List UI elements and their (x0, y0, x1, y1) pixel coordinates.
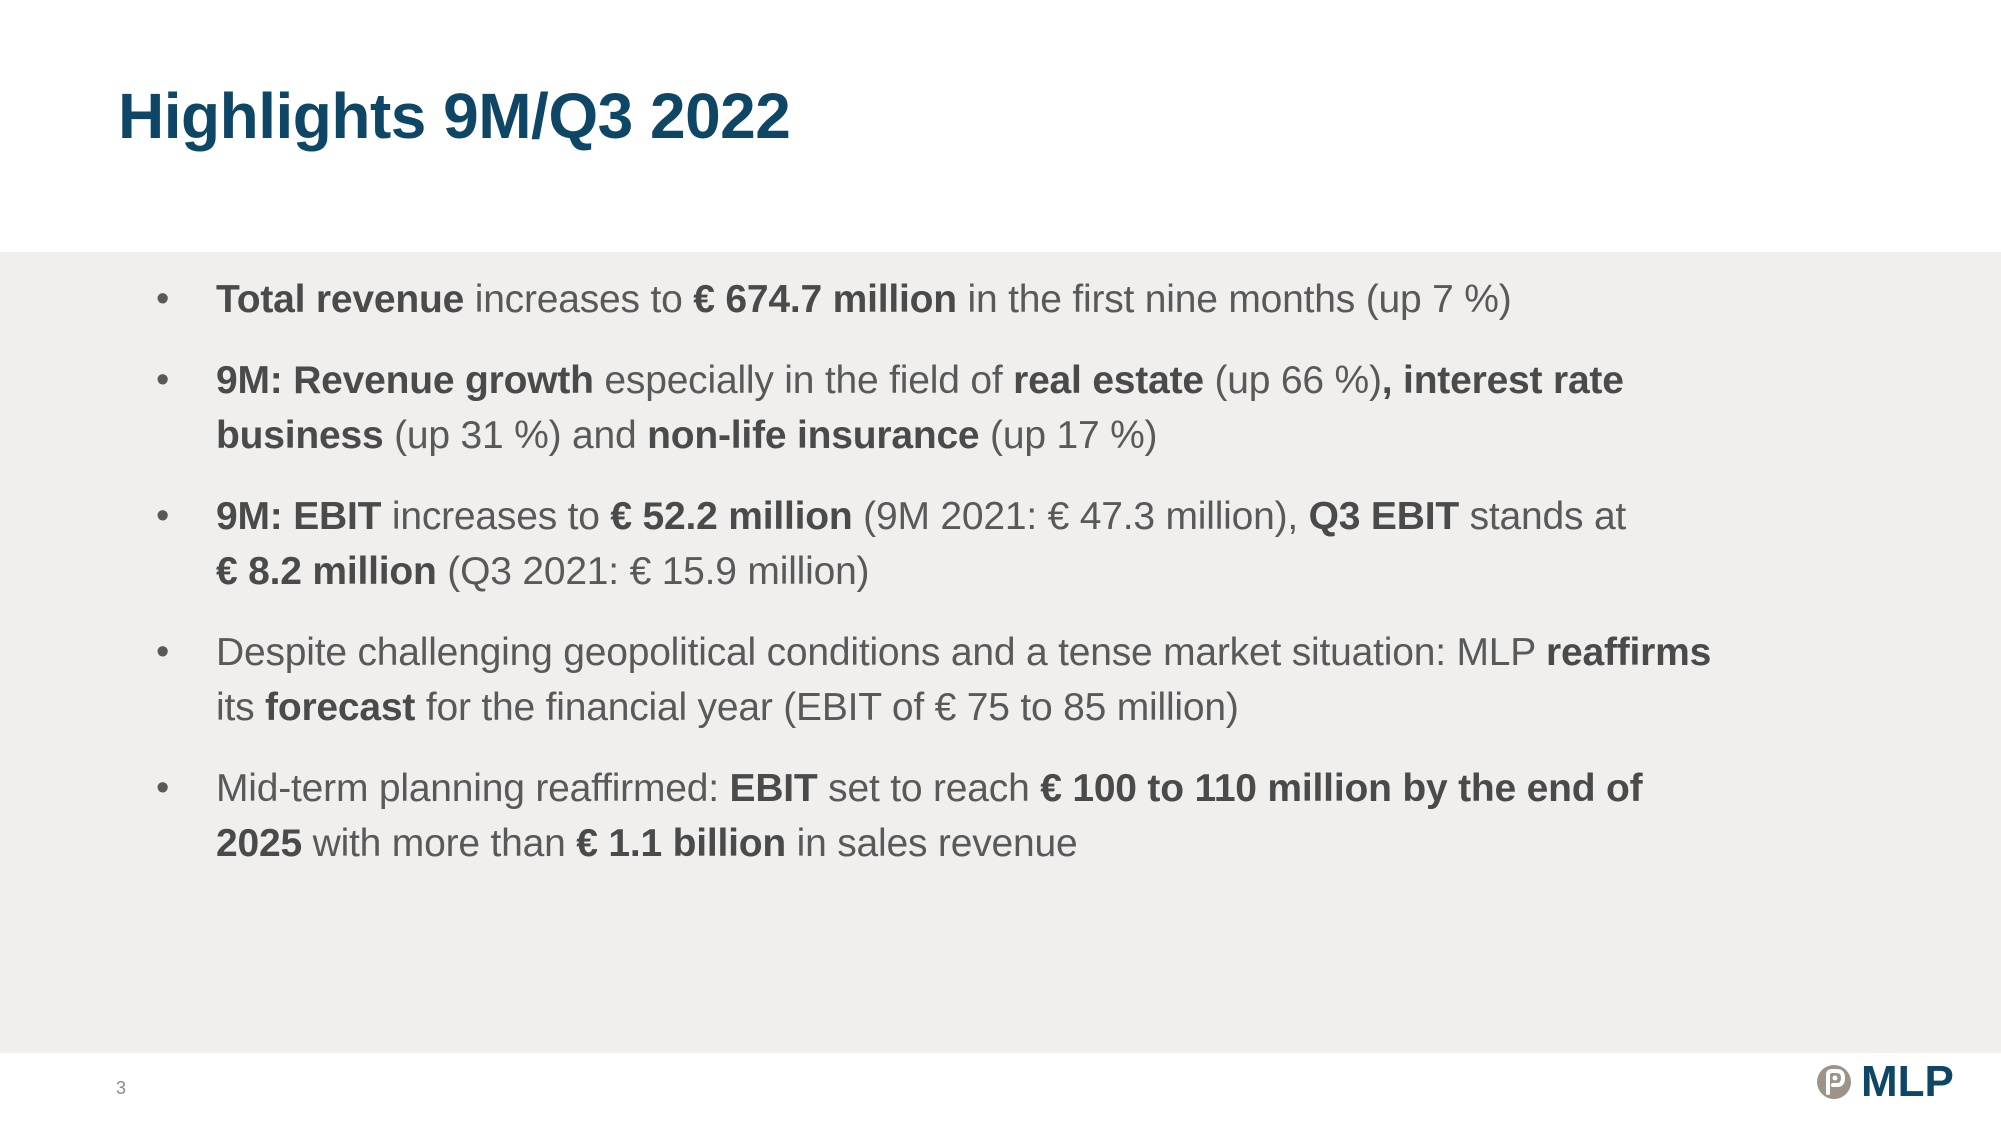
bullet-text-line: € 8.2 million (Q3 2021: € 15.9 million) (216, 544, 870, 599)
text-segment: Mid-term planning reaffirmed: (216, 767, 730, 810)
bold-text-segment: reaffirms (1546, 631, 1712, 674)
bullet-text-line: 9M: EBIT increases to € 52.2 million (9M… (216, 489, 1626, 544)
bullet-text-line: its forecast for the financial year (EBI… (216, 680, 1239, 735)
bold-text-segment: € 674.7 million (693, 278, 957, 321)
bullet-marker: • (156, 359, 170, 401)
bullet-marker: • (156, 495, 170, 537)
text-segment: (up 66 %) (1203, 359, 1382, 402)
text-segment: Despite challenging geopolitical conditi… (216, 631, 1546, 674)
text-segment: stands at (1458, 495, 1627, 538)
text-segment: (up 31 %) and (383, 414, 648, 457)
text-segment: increases to (381, 495, 611, 538)
bold-text-segment: forecast (265, 686, 416, 729)
bold-text-segment: € 1.1 billion (576, 822, 787, 865)
bullet-text-line: 9M: Revenue growth especially in the fie… (216, 353, 1624, 408)
bullet-marker: • (156, 278, 170, 320)
bold-text-segment: business (216, 414, 384, 457)
bullet-text-line: Despite challenging geopolitical conditi… (216, 625, 1711, 680)
bold-text-segment: Q3 EBIT (1308, 495, 1459, 538)
bold-text-segment: € 52.2 million (610, 495, 853, 538)
text-segment: set to reach (817, 767, 1041, 810)
bullet-list: • Total revenue increases to € 674.7 mill… (0, 252, 2001, 1053)
bold-text-segment: 9M: EBIT (216, 495, 382, 538)
bold-text-segment: real estate (1013, 359, 1204, 402)
text-segment: with more than (301, 822, 577, 865)
page-number: 3 (116, 1078, 127, 1098)
bold-text-segment: non-life insurance (647, 414, 980, 457)
content-band: • Total revenue increases to € 674.7 mill… (0, 252, 2001, 1053)
text-segment: especially in the field of (593, 359, 1014, 402)
bold-text-segment: Total revenue (216, 278, 465, 321)
bullet-marker: • (156, 631, 170, 673)
text-segment: its (216, 686, 266, 729)
mlp-logo-text: MLP (1861, 1057, 1954, 1106)
text-segment: in sales revenue (786, 822, 1078, 865)
mlp-logo-mark-icon (1817, 1065, 1851, 1099)
bullet-text-line: Total revenue increases to € 674.7 milli… (216, 272, 1512, 327)
bullet-text-line: Mid-term planning reaffirmed: EBIT set t… (216, 761, 1643, 816)
bold-text-segment: 9M: Revenue growth (216, 359, 594, 402)
text-segment: (up 17 %) (979, 414, 1158, 457)
text-segment: (9M 2021: € 47.3 million), (852, 495, 1309, 538)
text-segment: increases to (464, 278, 694, 321)
bold-text-segment: , interest rate (1381, 359, 1624, 402)
bullet-marker: • (156, 767, 170, 809)
mlp-logo: MLP (1815, 1058, 1954, 1106)
text-segment: in the first nine months (up 7 %) (956, 278, 1512, 321)
text-segment: (Q3 2021: € 15.9 million) (436, 550, 870, 593)
bullet-text-line: 2025 with more than € 1.1 billion in sal… (216, 816, 1078, 871)
bold-text-segment: € 8.2 million (216, 550, 437, 593)
bold-text-segment: EBIT (729, 767, 818, 810)
bold-text-segment: 2025 (216, 822, 302, 865)
bold-text-segment: € 100 to 110 million by the end of (1040, 767, 1643, 810)
slide-title: Highlights 9M/Q3 2022 (118, 80, 791, 152)
bullet-text-line: business (up 31 %) and non-life insuranc… (216, 408, 1158, 463)
text-segment: for the financial year (EBIT of € 75 to … (415, 686, 1239, 729)
